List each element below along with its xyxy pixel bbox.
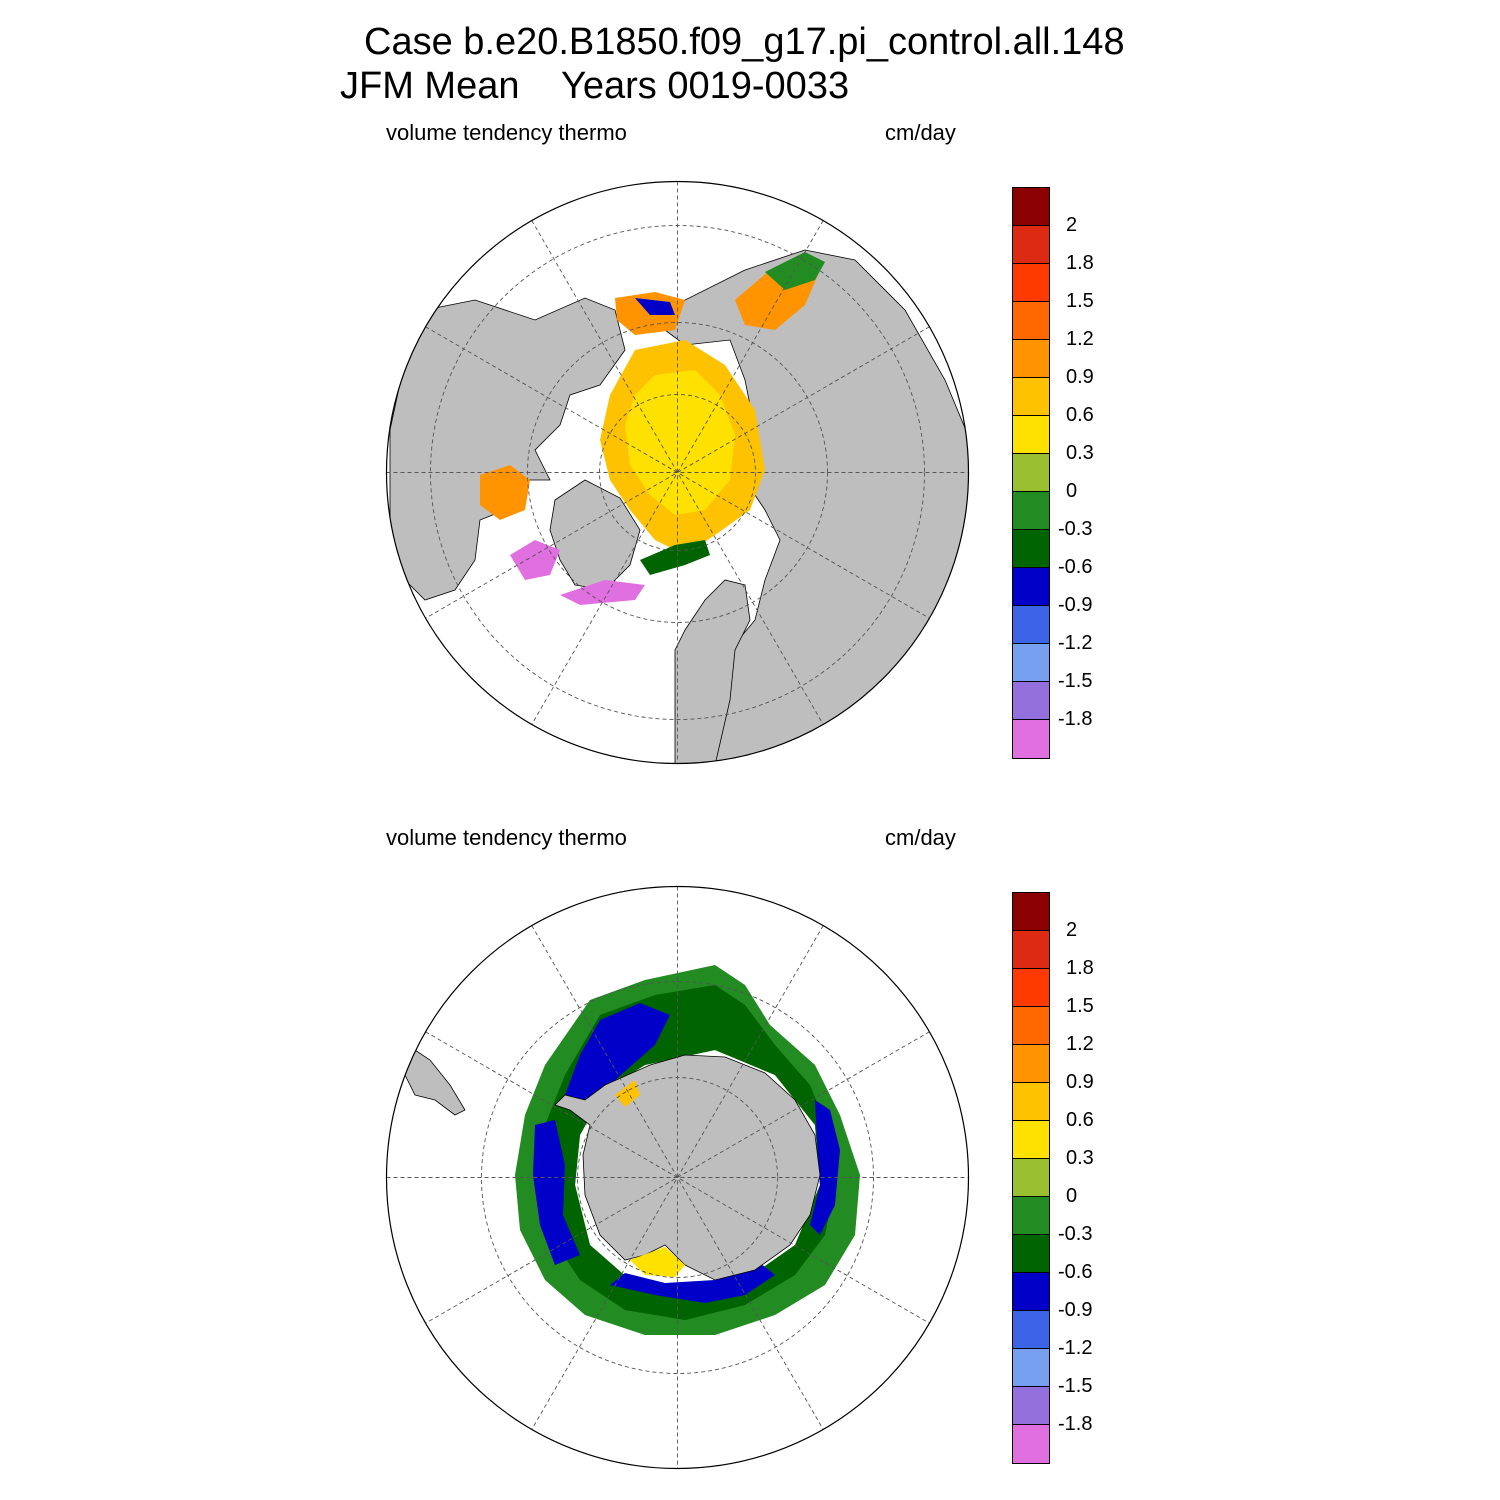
sh-ice-coastal-orange	[615, 1080, 640, 1107]
colorbar-tick-label: 1.8	[1066, 252, 1094, 274]
colorbar-swatch	[1012, 1310, 1050, 1349]
colorbar-swatch	[1012, 1196, 1050, 1235]
colorbar-swatch	[1012, 1272, 1050, 1311]
colorbar-tick-label: 0.6	[1066, 404, 1094, 426]
colorbar-swatch	[1012, 968, 1050, 1007]
colorbar-tick-label: -0.3	[1058, 518, 1093, 540]
sh-map-border	[385, 885, 970, 1470]
sh-polar-map	[385, 885, 970, 1470]
nh-units-label: cm/day	[885, 120, 956, 145]
colorbar-tick-label: -1.8	[1058, 708, 1093, 730]
colorbar-swatch	[1012, 529, 1050, 568]
colorbar-tick-label: 1.2	[1066, 328, 1094, 350]
nh-ice-okhotsk-edge	[765, 252, 825, 290]
colorbar-swatch	[1012, 415, 1050, 454]
colorbar-swatch	[1012, 567, 1050, 606]
colorbar-tick-label: -1.2	[1058, 1337, 1093, 1359]
colorbar-swatch	[1012, 681, 1050, 720]
colorbar-swatch	[1012, 605, 1050, 644]
figure-title-line1: Case b.e20.B1850.f09_g17.pi_control.all.…	[364, 21, 1125, 63]
sh-variable-label: volume tendency thermo	[386, 825, 627, 850]
colorbar-tick-label: -0.6	[1058, 1261, 1093, 1283]
colorbar-swatch	[1012, 1006, 1050, 1045]
sh-land-south-america	[399, 1049, 466, 1116]
colorbar-swatch	[1012, 1234, 1050, 1273]
colorbar-swatch	[1012, 1082, 1050, 1121]
colorbar-swatch	[1012, 453, 1050, 492]
colorbar-swatch	[1012, 1386, 1050, 1425]
colorbar-swatch	[1012, 187, 1050, 226]
colorbar-swatch	[1012, 491, 1050, 530]
colorbar-swatch	[1012, 1158, 1050, 1197]
colorbar-tick-label: 0.3	[1066, 1147, 1094, 1169]
colorbar-tick-label: 1.2	[1066, 1033, 1094, 1055]
sh-colorbar	[1012, 892, 1050, 1464]
sh-graticule	[386, 886, 969, 1469]
colorbar-swatch	[1012, 225, 1050, 264]
nh-ice-hudson	[480, 465, 530, 520]
nh-map-border	[385, 180, 970, 765]
colorbar-swatch	[1012, 930, 1050, 969]
colorbar-tick-label: 0.9	[1066, 1071, 1094, 1093]
nh-colorbar	[1012, 187, 1050, 759]
colorbar-swatch	[1012, 719, 1050, 759]
colorbar-tick-label: 0.6	[1066, 1109, 1094, 1131]
sh-ice-coastal-yellow	[630, 1247, 685, 1277]
colorbar-tick-label: -1.2	[1058, 632, 1093, 654]
colorbar-tick-label: 2	[1066, 214, 1078, 236]
nh-variable-label: volume tendency thermo	[386, 120, 627, 145]
sh-land-antarctica	[554, 1054, 821, 1281]
sh-ice-east-blue	[810, 1100, 840, 1235]
colorbar-tick-label: 1.5	[1066, 290, 1094, 312]
colorbar-tick-label: -0.3	[1058, 1223, 1093, 1245]
colorbar-tick-label: -1.5	[1058, 1375, 1093, 1397]
colorbar-swatch	[1012, 1120, 1050, 1159]
colorbar-swatch	[1012, 1044, 1050, 1083]
colorbar-swatch	[1012, 1424, 1050, 1464]
colorbar-swatch	[1012, 377, 1050, 416]
colorbar-tick-label: -1.8	[1058, 1413, 1093, 1435]
sh-ice-weddell-blue	[565, 1003, 670, 1110]
colorbar-tick-label: -1.5	[1058, 670, 1093, 692]
sh-units-label: cm/day	[885, 825, 956, 850]
nh-ice-labrador-edge	[510, 540, 560, 580]
colorbar-tick-label: 0.9	[1066, 366, 1094, 388]
nh-ice-greenland-edge	[560, 580, 645, 605]
colorbar-tick-label: 1.5	[1066, 995, 1094, 1017]
colorbar-swatch	[1012, 892, 1050, 931]
figure-title-line2: JFM Mean Years 0019-0033	[340, 65, 850, 107]
colorbar-swatch	[1012, 301, 1050, 340]
colorbar-tick-label: -0.9	[1058, 1299, 1093, 1321]
sh-ice-west-blue	[533, 1120, 580, 1265]
colorbar-tick-label: 0.3	[1066, 442, 1094, 464]
colorbar-swatch	[1012, 643, 1050, 682]
colorbar-tick-label: 0	[1066, 480, 1078, 502]
colorbar-tick-label: 1.8	[1066, 957, 1094, 979]
colorbar-swatch	[1012, 1348, 1050, 1387]
nh-ice-arctic-center	[625, 370, 735, 515]
nh-ice-bering-edge	[635, 298, 675, 315]
colorbar-tick-label: 2	[1066, 919, 1078, 941]
colorbar-swatch	[1012, 339, 1050, 378]
nh-graticule	[386, 181, 969, 764]
colorbar-tick-label: -0.9	[1058, 594, 1093, 616]
colorbar-tick-label: 0	[1066, 1185, 1078, 1207]
nh-polar-map	[385, 180, 970, 765]
colorbar-swatch	[1012, 263, 1050, 302]
colorbar-tick-label: -0.6	[1058, 556, 1093, 578]
